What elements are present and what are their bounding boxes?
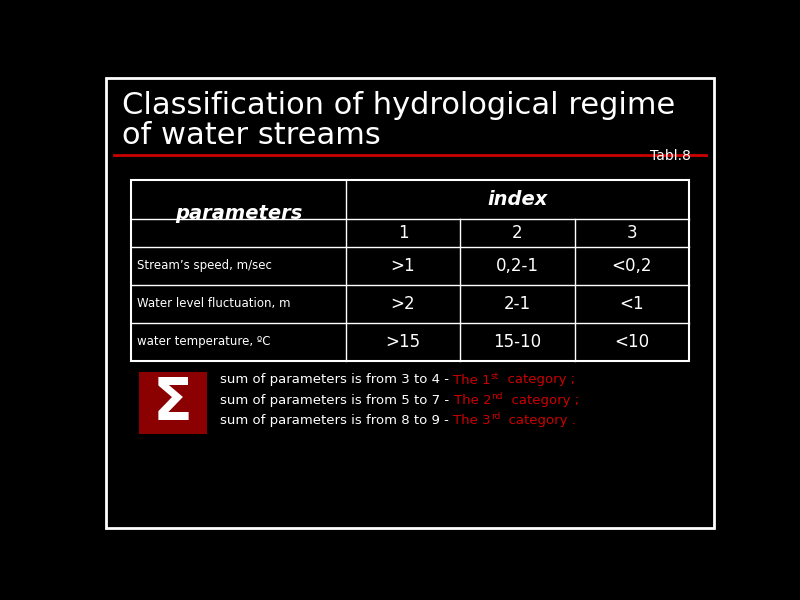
Text: water temperature, ºC: water temperature, ºC [138,335,270,348]
Text: parameters: parameters [174,204,302,223]
Text: Σ: Σ [153,374,193,431]
Text: sum of parameters is from 3 to 4 -: sum of parameters is from 3 to 4 - [220,373,454,386]
Text: <10: <10 [614,333,650,351]
FancyBboxPatch shape [106,78,714,528]
Text: category ;: category ; [502,394,578,407]
Text: sum of parameters is from 8 to 9 -: sum of parameters is from 8 to 9 - [220,413,454,427]
Text: <0,2: <0,2 [611,257,652,275]
Text: Tabl.8: Tabl.8 [650,149,690,163]
FancyBboxPatch shape [131,180,689,361]
Text: Water level fluctuation, m: Water level fluctuation, m [138,297,290,310]
Text: >1: >1 [390,257,415,275]
Text: >2: >2 [390,295,415,313]
FancyBboxPatch shape [138,372,207,434]
Text: 1: 1 [398,224,408,242]
Text: Classification of hydrological regime: Classification of hydrological regime [122,91,675,120]
Text: 2: 2 [512,224,522,242]
Text: The 1: The 1 [454,373,491,386]
Text: nd: nd [491,392,502,401]
Text: category ;: category ; [499,373,575,386]
Text: sum of parameters is from 5 to 7 -: sum of parameters is from 5 to 7 - [220,394,454,407]
Text: index: index [487,190,548,209]
Text: 2-1: 2-1 [504,295,531,313]
Text: 3: 3 [626,224,637,242]
Text: >15: >15 [386,333,421,351]
Text: Stream’s speed, m/sec: Stream’s speed, m/sec [138,259,272,272]
Text: st: st [491,371,499,380]
Text: category .: category . [500,413,576,427]
Text: 0,2-1: 0,2-1 [496,257,539,275]
Text: The 2: The 2 [454,394,491,407]
Text: <1: <1 [619,295,644,313]
Text: 15-10: 15-10 [494,333,542,351]
Text: The 3: The 3 [454,413,491,427]
Text: of water streams: of water streams [122,121,381,149]
Text: rd: rd [491,412,500,421]
